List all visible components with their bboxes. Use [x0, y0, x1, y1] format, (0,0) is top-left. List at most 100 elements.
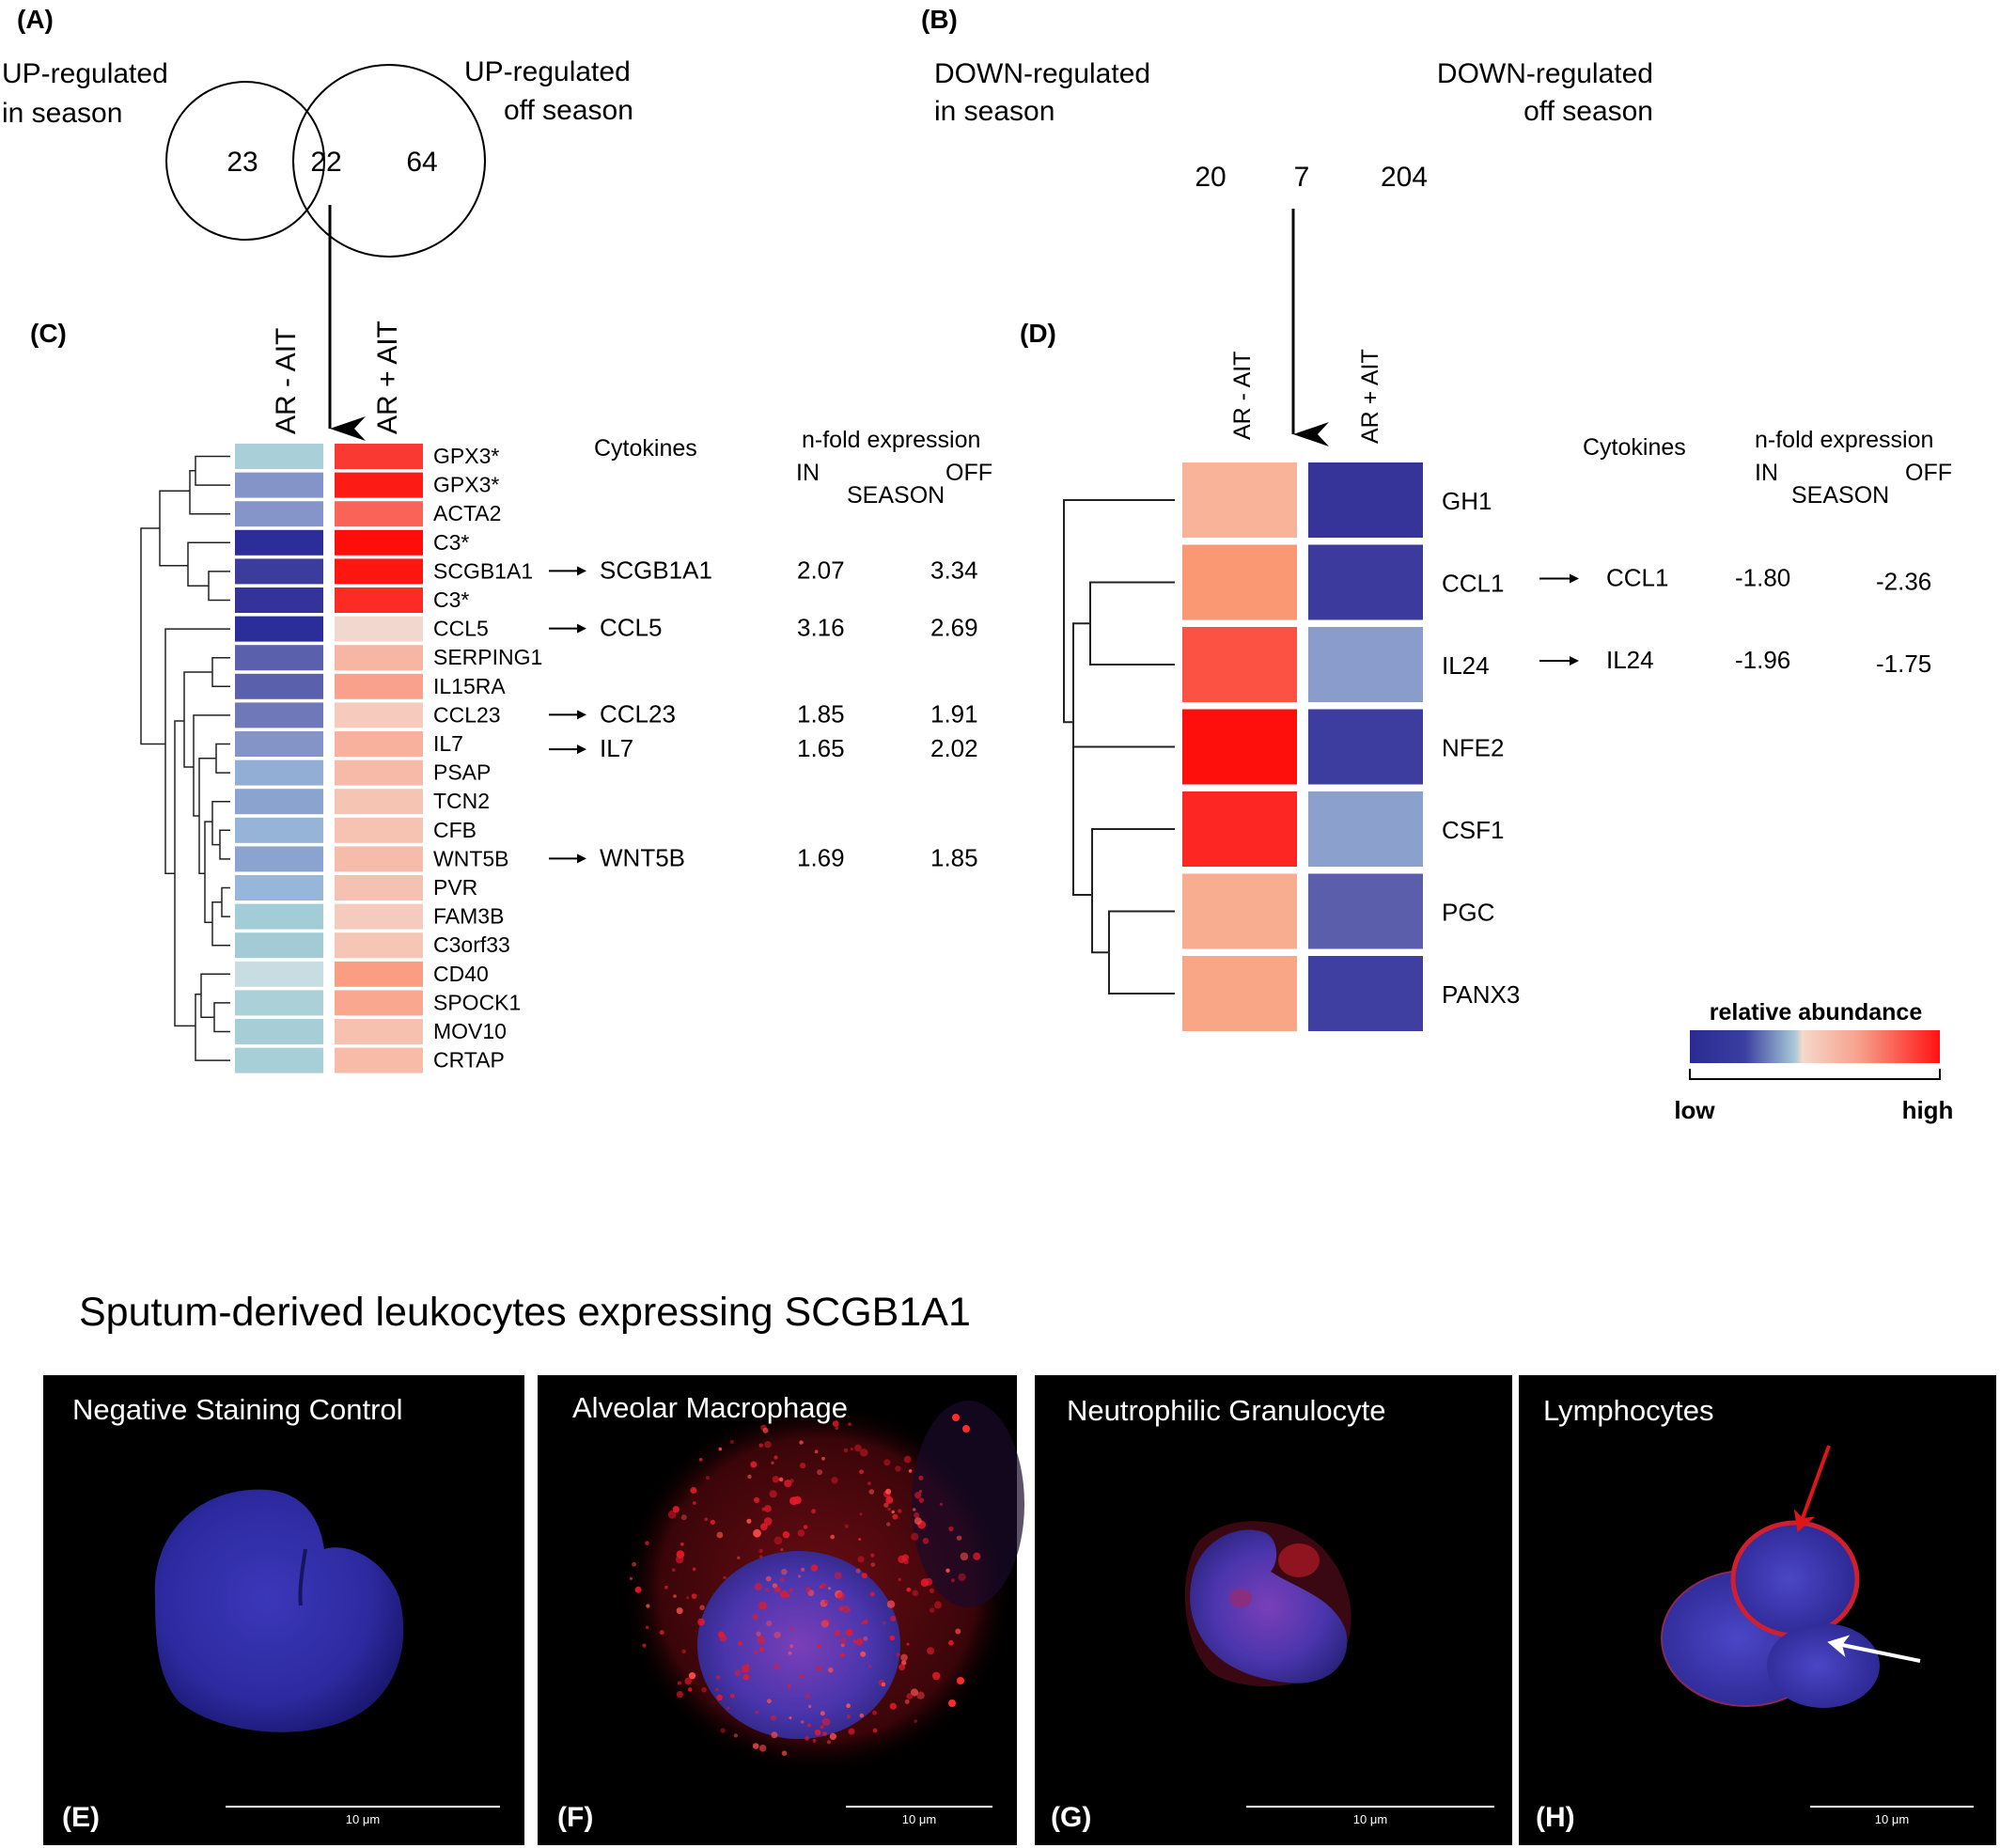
micrograph-h-red-arrow	[1793, 1445, 1831, 1533]
dendrogram-c-branch	[219, 829, 230, 860]
cytokine-d-off-value: -1.75	[1876, 650, 1931, 678]
cytokine-c-off-value: 2.69	[930, 614, 978, 642]
venn-b-right-count: 204	[1381, 162, 1428, 193]
dendrogram-c-branch	[211, 800, 230, 846]
cytokine-c-name: WNT5B	[600, 843, 685, 871]
heatmap-d-cell-right	[1308, 791, 1423, 867]
heatmap-c-gene-label: IL7	[433, 731, 463, 756]
dendrogram-c-branch	[159, 490, 190, 567]
heatmap-d-col-header-right: AR + AIT	[1357, 349, 1383, 444]
dendrogram-c-branch	[198, 758, 216, 874]
venn-a-left-count: 23	[227, 147, 258, 178]
heatmap-c-cell-right	[335, 903, 423, 930]
micrograph-h-white-arrow	[1827, 1635, 1921, 1663]
panel-b-label: (B)	[921, 5, 958, 34]
heatmap-d: GH1 CCL1 IL24 NFE2 CSF1 PGC PANX3	[1182, 462, 1520, 1031]
dendrogram-c-branch	[187, 541, 230, 587]
micrograph-h-label: Lymphocytes	[1543, 1394, 1714, 1427]
venn-a-right-count: 64	[406, 147, 437, 178]
dendrogram-c-branch	[200, 973, 230, 1018]
heatmap-c-cell-left	[235, 472, 323, 498]
heatmap-c-cell-left	[235, 702, 323, 728]
heatmap-c-cell-right	[335, 444, 423, 469]
cytokine-c-off-value: 1.85	[930, 843, 978, 871]
nfold-c-season: SEASON	[847, 482, 945, 509]
heatmap-c-cell-left	[235, 673, 323, 699]
heatmap-d-cell-left	[1182, 627, 1297, 702]
heatmap-d-cell-left	[1182, 709, 1297, 785]
cytokine-c-name: IL7	[600, 734, 633, 762]
heatmap-c-cell-left	[235, 961, 323, 987]
heatmap-c-gene-label: SPOCK1	[433, 990, 521, 1014]
micrograph-h-tag: (H)	[1536, 1802, 1575, 1833]
dendrogram-d-branch	[1091, 828, 1175, 954]
micrograph-f-scale-text: 10 μm	[902, 1812, 936, 1826]
cytokine-table-c: SCGB1A1 2.07 3.34 CCL5 3.16 2.69 CCL23 1.85 1.91…	[549, 556, 978, 871]
micrograph-g-label: Neutrophilic Granulocyte	[1067, 1394, 1385, 1427]
heatmap-c-gene-label: MOV10	[433, 1019, 507, 1043]
nfold-d-off: OFF	[1905, 460, 1952, 486]
heatmap-c-cell-right	[335, 673, 423, 699]
heatmap-c-gene-label: PVR	[433, 875, 477, 900]
micrograph-h-cell-upper	[1730, 1520, 1860, 1638]
micrograph-f-tag: (F)	[557, 1802, 593, 1833]
heatmap-c-cell-right	[335, 472, 423, 498]
heatmap-d-col-header-left: AR - AIT	[1229, 352, 1256, 440]
heatmap-c-cell-left	[235, 529, 323, 556]
micrograph-f: Alveolar Macrophage (F) 10 μm	[538, 1375, 1024, 1845]
heatmap-c-gene-label: ACTA2	[433, 501, 501, 525]
heatmap-c-cell-left	[235, 1019, 323, 1044]
heatmap-d-cell-right	[1308, 462, 1423, 538]
dendrogram-c-branch	[195, 993, 230, 1061]
micrograph-f-red-granules	[630, 1414, 981, 1756]
micrograph-e-label: Negative Staining Control	[72, 1393, 403, 1426]
panel-d-label: (D)	[1020, 319, 1056, 348]
heatmap-c-cell-left	[235, 932, 323, 959]
dendrogram-c-branch	[208, 571, 230, 602]
venn-b-left-title-1: DOWN-regulated	[934, 58, 1150, 89]
heatmap-c-gene-label: CD40	[433, 962, 489, 986]
micrograph-f-nucleus	[697, 1551, 900, 1739]
heatmap-c-cell-left	[235, 903, 323, 930]
heatmap-c-gene-label: PSAP	[433, 760, 491, 785]
heatmap-c-gene-label: SCGB1A1	[433, 558, 533, 583]
heatmap-d-gene-label: GH1	[1442, 487, 1492, 515]
heatmap-c-cell-left	[235, 846, 323, 872]
venn-a-left-title-1: UP-regulated	[2, 58, 168, 89]
heatmap-c-gene-label: SERPING1	[433, 645, 542, 669]
legend-title: relative abundance	[1710, 999, 1923, 1026]
heatmap-c-cell-right	[335, 789, 423, 815]
heatmap-c-cell-right	[335, 702, 423, 728]
heatmap-c-cell-right	[335, 645, 423, 671]
cytokine-c-in-value: 2.07	[797, 556, 845, 584]
heatmap-c-cell-right	[335, 817, 423, 843]
heatmap-c-cell-right	[335, 932, 423, 959]
nfold-d-header: n-fold expression	[1755, 427, 1933, 453]
dendrogram-c-branch	[164, 628, 230, 874]
micrograph-e: Negative Staining Control (E) 10 μm	[43, 1375, 524, 1845]
cytokine-c-off-value: 1.91	[930, 699, 978, 728]
micrograph-g-tag: (G)	[1051, 1802, 1091, 1833]
venn-a-overlap-count: 22	[310, 147, 341, 178]
venn-a-right-circle	[292, 64, 486, 258]
heatmap-c-cell-right	[335, 1019, 423, 1044]
cytokine-c-off-value: 2.02	[930, 734, 978, 762]
micrograph-g: Neutrophilic Granulocyte (G) 10 μm	[1035, 1375, 1512, 1845]
dendrogram-c-branch	[211, 901, 230, 947]
nfold-c-header: n-fold expression	[802, 427, 980, 453]
micrograph-g-scale-text: 10 μm	[1353, 1812, 1387, 1826]
nfold-d-season: SEASON	[1791, 482, 1889, 509]
heatmap-d-cell-right	[1308, 873, 1423, 949]
dendrogram-c-branch	[204, 821, 212, 923]
heatmap-c-cell-left	[235, 558, 323, 585]
heatmap-c-gene-label: GPX3*	[433, 473, 499, 497]
heatmap-c-cell-left	[235, 444, 323, 469]
venn-a-right-title-1: UP-regulated	[464, 56, 631, 87]
heatmap-c-cell-right	[335, 529, 423, 556]
cytokines-d-header: Cytokines	[1583, 434, 1686, 461]
cytokine-d-name: CCL1	[1606, 564, 1668, 592]
heatmap-c-cell-right	[335, 846, 423, 872]
legend-gradient-bar	[1690, 1030, 1940, 1063]
panel-c-label: (C)	[30, 319, 67, 348]
